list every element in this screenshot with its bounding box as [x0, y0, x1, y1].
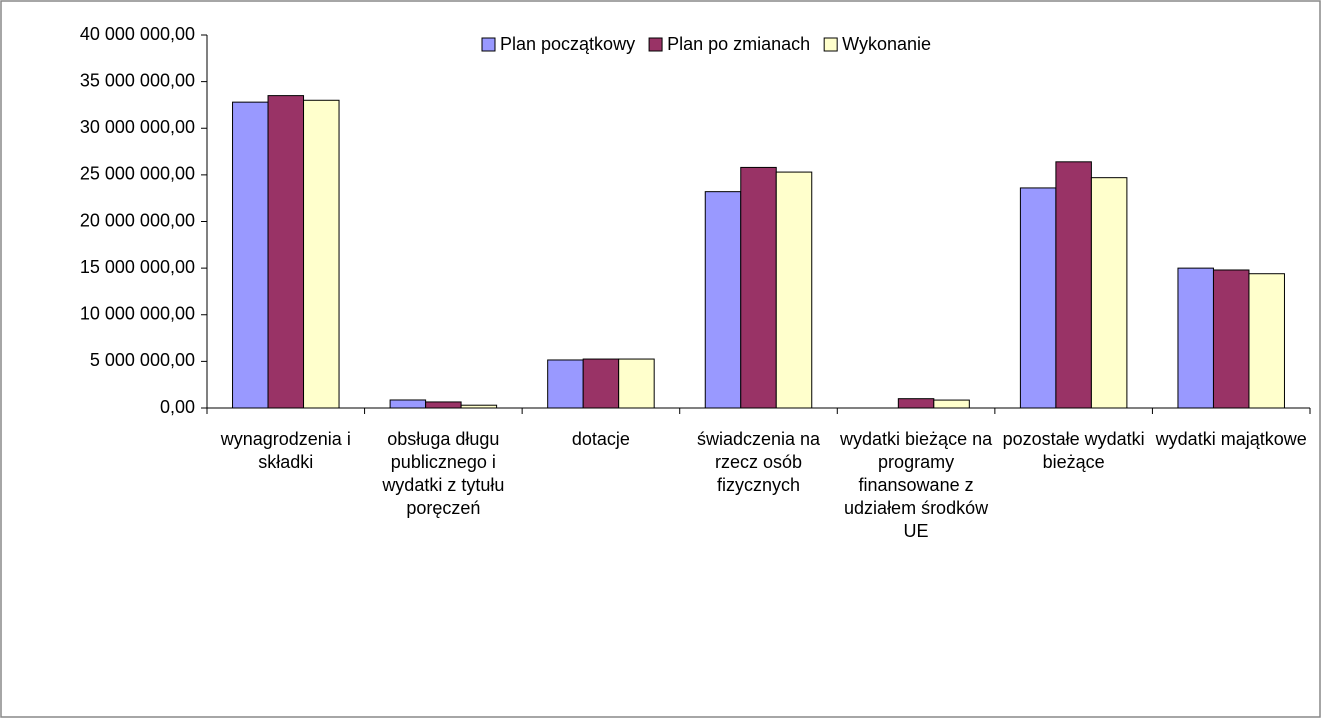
y-tick-label: 0,00 — [160, 397, 195, 417]
y-tick-label: 5 000 000,00 — [90, 350, 195, 370]
y-tick-label: 30 000 000,00 — [80, 117, 195, 137]
x-tick-label: obsługa długu publicznego i wydatki z ty… — [382, 429, 505, 518]
x-tick-label: wydatki majątkowe — [1155, 429, 1307, 449]
bar — [267, 95, 305, 409]
x-tick-label: wydatki bieżące na programy finansowane … — [840, 429, 993, 541]
y-tick-label: 20 000 000,00 — [80, 210, 195, 230]
bar — [897, 398, 935, 409]
bar — [303, 99, 340, 409]
legend-swatch — [823, 37, 838, 52]
x-tick-label: dotacje — [571, 429, 630, 449]
legend-label: Wykonanie — [842, 34, 931, 54]
legend-swatch — [481, 37, 496, 52]
y-tick-label: 25 000 000,00 — [80, 164, 195, 184]
legend-label: Plan po zmianach — [667, 34, 810, 54]
bar — [775, 171, 813, 409]
bar — [740, 166, 777, 409]
legend-swatch — [648, 37, 663, 52]
bar — [232, 101, 269, 409]
bar — [618, 358, 655, 409]
y-tick-label: 40 000 000,00 — [80, 24, 195, 44]
bar — [1055, 161, 1092, 409]
x-tick-label: pozostałe wydatki bieżące — [1002, 429, 1145, 472]
y-tick-label: 35 000 000,00 — [80, 70, 195, 90]
x-tick-label: świadczenia na rzecz osób fizycznych — [696, 429, 821, 495]
bar — [704, 191, 742, 409]
bar — [582, 358, 620, 409]
bar — [933, 399, 970, 409]
y-tick-label: 10 000 000,00 — [80, 304, 195, 324]
legend-label: Plan początkowy — [500, 34, 635, 54]
bar — [1248, 273, 1285, 409]
bar — [1212, 269, 1250, 409]
bar — [1177, 267, 1214, 409]
bar — [425, 401, 462, 409]
y-tick-label: 15 000 000,00 — [80, 257, 195, 277]
bar — [389, 399, 427, 409]
bar — [1090, 177, 1128, 409]
bar — [547, 359, 584, 409]
x-tick-label: wynagrodzenia i składki — [220, 429, 351, 472]
bar — [1019, 187, 1057, 409]
